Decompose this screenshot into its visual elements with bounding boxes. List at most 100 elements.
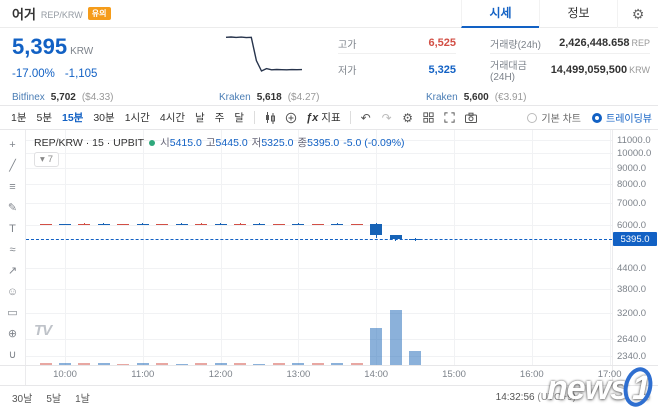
interval-1시간[interactable]: 1시간 <box>120 108 155 127</box>
candle-body <box>175 223 188 226</box>
chart-settings-gear-icon[interactable]: ⚙ <box>402 110 413 125</box>
candle-body <box>253 223 266 226</box>
grid-vline <box>531 130 533 365</box>
redo-icon[interactable]: ↷ <box>381 110 392 125</box>
candle-body <box>311 223 324 226</box>
chart-option-tradingview[interactable]: 트레이딩뷰 <box>592 110 652 125</box>
volume-bar <box>214 362 227 365</box>
candle-style-icon[interactable] <box>260 109 280 127</box>
range-1d[interactable]: 1날 <box>75 393 90 405</box>
exchange-item: Kraken 5,618 ($4.27) <box>207 92 414 103</box>
collapsed-count: 7 <box>47 154 54 165</box>
mini-sparkline <box>225 36 303 72</box>
price-label: 4400.0 <box>617 263 647 275</box>
time-label: 14:00 <box>364 369 389 380</box>
price-label: 3800.0 <box>617 283 647 295</box>
stats-grid: 고가 6,525 거래량(24h) 2,426,448.658 REP 저가 5,… <box>338 33 650 85</box>
trendline-icon[interactable]: ╱ <box>9 160 16 172</box>
volume-bar <box>117 363 130 365</box>
time-label: 10:00 <box>53 369 77 380</box>
chart-toolbar: 1분 5분 15분 30분 1시간 4시간 날 주 달 ƒx 지표 ↶ ↷ ⚙ 기본 차트 <box>0 105 658 130</box>
indicators-button[interactable]: ƒx 지표 <box>302 110 345 125</box>
grid-hline <box>26 339 612 341</box>
price-label: 11000.0 <box>617 134 651 146</box>
zoom-icon[interactable]: ⊕ <box>7 328 18 340</box>
grid-hline <box>26 184 612 186</box>
text-tool-icon[interactable]: T <box>9 223 16 235</box>
layout-grid-icon[interactable] <box>419 109 439 127</box>
watermark-text: news <box>547 369 629 407</box>
grid-vline <box>609 130 611 365</box>
candle-body <box>331 223 344 226</box>
interval-1분[interactable]: 1분 <box>6 108 32 127</box>
exchange-name: Kraken <box>219 92 251 103</box>
interval-4시간[interactable]: 4시간 <box>155 108 190 127</box>
chart-option-basic-label: 기본 차트 <box>541 114 581 125</box>
candlestick-plot[interactable]: REP/KRW · 15 · UPBIT 시5415.0 고5445.0 저5325… <box>26 130 612 365</box>
fib-retracement-icon[interactable]: ≡ <box>9 181 16 193</box>
tab-price[interactable]: 시세 <box>461 0 539 28</box>
change-percent: -17.00% <box>12 68 55 80</box>
fullscreen-icon[interactable] <box>440 109 460 127</box>
candle-body <box>97 223 110 226</box>
settings-gear-icon[interactable]: ⚙ <box>617 0 658 28</box>
compare-icon[interactable] <box>281 109 301 127</box>
amount-unit: KRW <box>629 64 650 75</box>
emoji-icon[interactable]: ☺ <box>6 286 19 298</box>
interval-날[interactable]: 날 <box>190 108 210 127</box>
measure-icon[interactable]: ▭ <box>7 307 18 319</box>
grid-hline <box>26 153 612 155</box>
camera-icon[interactable] <box>461 109 481 127</box>
toolbar-divider <box>254 111 256 124</box>
chart-option-basic[interactable]: 기본 차트 <box>527 110 581 125</box>
brush-icon[interactable]: ✎ <box>7 202 18 214</box>
crosshair-icon[interactable]: + <box>9 139 16 151</box>
price-currency: KRW <box>70 46 94 57</box>
xabcd-pattern-icon[interactable]: ≈ <box>9 244 16 256</box>
price-label: 2640.0 <box>617 334 647 346</box>
exchange-compare-row: Bitfinex 5,702 ($4.33) Kraken 5,618 ($4.… <box>0 90 658 105</box>
volume-bar <box>58 363 71 365</box>
interval-주[interactable]: 주 <box>210 108 230 127</box>
radio-circle-icon <box>592 112 602 123</box>
tradingview-logo[interactable]: TV <box>34 322 52 339</box>
interval-달[interactable]: 달 <box>229 108 249 127</box>
price-label: 7000.0 <box>617 198 647 210</box>
realtime-dot-icon <box>149 139 156 146</box>
indicators-collapsed-toggle[interactable]: ▾ 7 <box>34 152 60 167</box>
range-30d[interactable]: 30날 <box>12 393 33 405</box>
range-5d[interactable]: 5날 <box>46 393 62 405</box>
coin-name: 어거 <box>12 7 36 22</box>
time-axis[interactable]: 10:00 11:00 12:00 13:00 14:00 15:00 16:00 17:00 <box>26 369 621 383</box>
candle-body <box>292 223 305 226</box>
chart-legend: REP/KRW · 15 · UPBIT 시5415.0 고5445.0 저5325… <box>34 135 409 150</box>
forecast-icon[interactable]: ↗ <box>7 265 18 277</box>
volume-bar <box>234 363 246 365</box>
grid-vline <box>220 130 222 365</box>
volume-value: 2,426,448.658 REP <box>559 37 650 49</box>
price-label: 6000.0 <box>617 219 647 231</box>
volume-bar <box>350 363 363 365</box>
grid-vline <box>376 130 378 365</box>
volume-bar <box>370 328 383 365</box>
chart-bottom-bar: 30날 5날 1날 14:32:56 (UTC+9) <box>0 385 658 408</box>
interval-5분[interactable]: 5분 <box>32 108 58 127</box>
amount-row: 거래대금(24H) 14,499,059,500 KRW <box>490 54 650 85</box>
price-axis[interactable]: 5395.0 11000.0 10000.0 9000.0 8000.0 7000.0 6… <box>612 130 658 385</box>
axis-separator <box>0 365 658 366</box>
candle-wick <box>142 223 144 225</box>
ohlc-readout: 시5415.0 고5445.0 저5325.0 종5395.0 -5.0 (-0.09%… <box>160 137 405 149</box>
price-label: 2340.0 <box>617 351 647 363</box>
interval-30분[interactable]: 30분 <box>88 108 119 127</box>
magnet-icon[interactable]: ∪ <box>8 349 17 361</box>
time-label: 15:00 <box>442 369 466 380</box>
exchange-item: Kraken 5,600 (€3.91) <box>414 92 621 103</box>
undo-icon[interactable]: ↶ <box>360 110 371 125</box>
tab-info[interactable]: 정보 <box>539 0 617 28</box>
exchange-name: Kraken <box>426 92 458 103</box>
volume-bar <box>272 363 285 365</box>
indicators-label: 지표 <box>321 112 341 124</box>
legend-symbol: REP/KRW · 15 · UPBIT <box>34 136 145 149</box>
interval-15분[interactable]: 15분 <box>57 108 88 127</box>
chart-clock[interactable]: 14:32:56 (UTC+9) <box>495 391 576 403</box>
